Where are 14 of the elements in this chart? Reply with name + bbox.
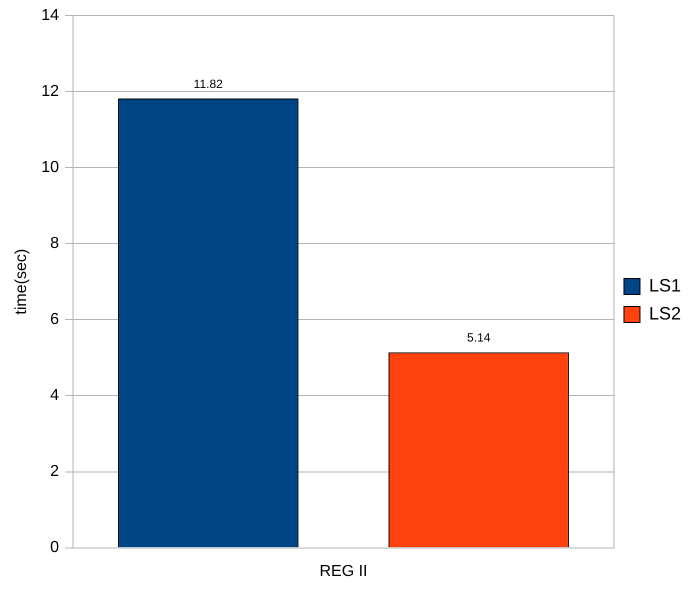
y-tick-label: 10	[41, 159, 60, 176]
y-tick-label: 4	[50, 387, 60, 404]
y-tick-label: 6	[50, 311, 60, 328]
y-tick-label: 0	[50, 539, 60, 556]
y-tick-label: 14	[41, 7, 60, 24]
y-tick-label: 12	[41, 83, 60, 100]
y-tick-label: 2	[50, 463, 60, 480]
legend-label: LS2	[648, 303, 682, 324]
y-tick-label: 8	[50, 235, 60, 252]
data-label: 11.82	[194, 76, 224, 91]
y-axis-title: time(sec)	[13, 248, 30, 315]
legend-label: LS1	[648, 275, 682, 296]
x-tick-label: REG II	[319, 562, 368, 580]
data-label: 5.14	[467, 330, 491, 345]
